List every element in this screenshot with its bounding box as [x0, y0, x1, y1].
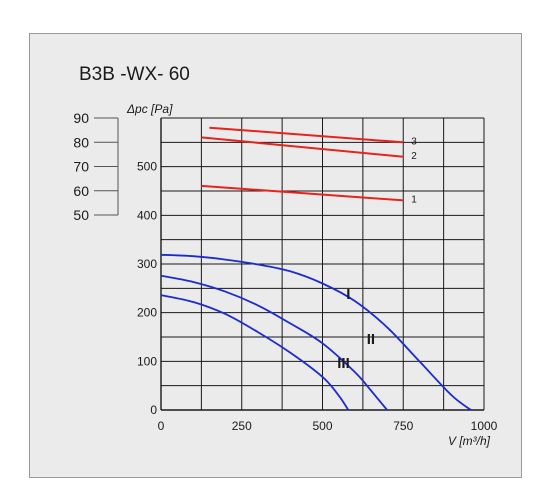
chart-frame	[29, 33, 522, 478]
pressure-lines	[160, 253, 472, 411]
y-tick-label: 100	[137, 354, 157, 368]
y-tick-label: 300	[137, 257, 157, 271]
noise-axis-tick-label: 90	[73, 110, 89, 126]
pressure-series-label-II: II	[367, 331, 375, 348]
y-tick-label: 400	[137, 208, 157, 222]
x-tick-label: 500	[312, 419, 332, 433]
y-tick-label: 200	[137, 306, 157, 320]
noise-series-label-3: 3	[411, 136, 417, 147]
pressure-series-II	[160, 274, 388, 411]
noise-series-2	[201, 136, 404, 158]
noise-axis: 50 60 70 80 90	[73, 110, 119, 223]
x-tick-label: 1000	[471, 419, 498, 433]
y-tick-label: 500	[137, 160, 157, 174]
noise-series-3	[209, 126, 404, 144]
axes: 0 250 500 750 1000 0 100 200 300 400 500 Δpc [Pa] V …	[126, 102, 498, 448]
x-tick-label: 750	[393, 419, 413, 433]
noise-series-label-1: 1	[411, 194, 417, 205]
pressure-series-label-III: III	[337, 355, 350, 372]
y-tick-label: 0	[150, 403, 157, 417]
pressure-series-III	[160, 294, 350, 411]
noise-axis-tick-label: 70	[73, 159, 89, 175]
pressure-series-I	[160, 253, 472, 411]
noise-axis-tick-label: 80	[73, 134, 89, 150]
noise-series-label-2: 2	[411, 151, 417, 162]
noise-series-1	[201, 184, 404, 202]
pressure-series-label-I: I	[346, 286, 350, 303]
y-axis-label: Δpc [Pa]	[126, 102, 173, 116]
chart-title: B3B -WX- 60	[79, 64, 190, 85]
x-axis-label: V [m³/h]	[448, 434, 491, 448]
noise-lines	[201, 126, 404, 202]
x-tick-label: 0	[158, 419, 165, 433]
x-tick-label: 250	[232, 419, 252, 433]
noise-axis-tick-label: 60	[73, 183, 89, 199]
noise-axis-tick-label: 50	[73, 207, 89, 223]
grid	[161, 117, 485, 410]
